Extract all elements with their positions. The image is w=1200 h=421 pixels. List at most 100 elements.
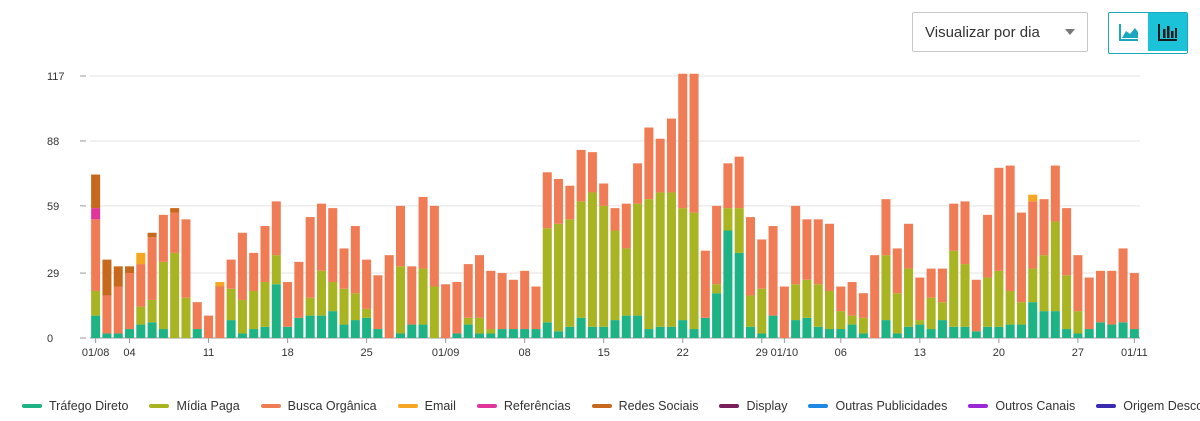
bar-segment[interactable]: [1005, 324, 1015, 338]
bar-segment[interactable]: [1095, 322, 1105, 338]
bar-segment[interactable]: [1050, 311, 1060, 338]
bar-segment[interactable]: [373, 275, 383, 330]
bar-segment[interactable]: [712, 284, 722, 294]
bar-segment[interactable]: [463, 324, 473, 338]
bar-segment[interactable]: [1050, 165, 1060, 222]
bar-segment[interactable]: [633, 203, 643, 316]
bar-segment[interactable]: [339, 324, 349, 338]
bar-segment[interactable]: [418, 324, 428, 338]
bar-segment[interactable]: [904, 326, 914, 338]
bar-segment[interactable]: [554, 331, 564, 338]
bar-segment[interactable]: [192, 329, 202, 338]
bar-segment[interactable]: [599, 326, 609, 338]
bar-segment[interactable]: [271, 284, 281, 338]
bar-segment[interactable]: [644, 127, 654, 200]
bar-segment[interactable]: [768, 315, 778, 338]
bar-segment[interactable]: [655, 192, 665, 327]
bar-segment[interactable]: [125, 273, 135, 330]
view-period-select[interactable]: Visualizar por dia: [912, 12, 1088, 52]
bar-segment[interactable]: [260, 226, 270, 283]
bar-segment[interactable]: [1107, 324, 1117, 338]
bar-segment[interactable]: [723, 208, 733, 231]
bar-segment[interactable]: [486, 329, 496, 334]
bar-segment[interactable]: [757, 239, 767, 289]
bar-segment[interactable]: [813, 219, 823, 285]
bar-segment[interactable]: [125, 266, 135, 274]
bar-segment[interactable]: [576, 201, 586, 318]
bar-segment[interactable]: [158, 261, 168, 330]
bar-segment[interactable]: [621, 203, 631, 249]
bar-segment[interactable]: [1039, 255, 1049, 312]
bar-segment[interactable]: [271, 255, 281, 285]
bar-segment[interactable]: [113, 266, 123, 287]
bar-segment[interactable]: [802, 279, 812, 318]
bar-segment[interactable]: [554, 179, 564, 224]
bar-segment[interactable]: [147, 237, 157, 300]
bar-segment[interactable]: [633, 163, 643, 204]
bar-segment[interactable]: [237, 299, 247, 334]
bar-segment[interactable]: [316, 270, 326, 316]
bar-segment[interactable]: [283, 326, 293, 338]
bar-segment[interactable]: [949, 326, 959, 338]
bar-segment[interactable]: [734, 252, 744, 338]
bar-segment[interactable]: [452, 282, 462, 334]
bar-segment[interactable]: [983, 214, 993, 278]
bar-segment[interactable]: [170, 252, 180, 338]
bar-segment[interactable]: [621, 315, 631, 338]
bar-segment[interactable]: [644, 199, 654, 330]
bar-segment[interactable]: [508, 329, 518, 338]
bar-segment[interactable]: [666, 326, 676, 338]
bar-segment[interactable]: [339, 248, 349, 289]
bar-segment[interactable]: [1028, 194, 1038, 202]
bar-segment[interactable]: [475, 333, 485, 338]
bar-segment[interactable]: [655, 138, 665, 193]
bar-segment[interactable]: [486, 333, 496, 338]
bar-segment[interactable]: [858, 293, 868, 318]
bar-segment[interactable]: [689, 329, 699, 338]
bar-segment[interactable]: [362, 259, 372, 309]
bar-segment[interactable]: [926, 297, 936, 330]
bar-segment[interactable]: [113, 333, 123, 338]
bar-segment[interactable]: [802, 317, 812, 338]
bar-segment[interactable]: [847, 315, 857, 325]
bar-segment[interactable]: [520, 329, 530, 338]
bar-segment[interactable]: [1073, 333, 1083, 338]
bar-segment[interactable]: [926, 329, 936, 338]
bar-segment[interactable]: [745, 295, 755, 327]
bar-segment[interactable]: [395, 266, 405, 334]
bar-segment[interactable]: [508, 279, 518, 330]
bar-segment[interactable]: [204, 315, 214, 338]
bar-segment[interactable]: [542, 322, 552, 338]
bar-segment[interactable]: [644, 329, 654, 338]
bar-segment[interactable]: [1039, 199, 1049, 256]
bar-segment[interactable]: [305, 217, 315, 298]
bar-segment[interactable]: [192, 302, 202, 330]
bar-segment[interactable]: [847, 324, 857, 338]
bar-segment[interactable]: [1016, 324, 1026, 338]
bar-segment[interactable]: [587, 192, 597, 327]
bar-segment[interactable]: [102, 333, 112, 338]
bar-segment[interactable]: [497, 273, 507, 330]
bar-segment[interactable]: [395, 333, 405, 338]
legend-item[interactable]: Display: [719, 399, 787, 413]
bar-segment[interactable]: [734, 208, 744, 253]
bar-segment[interactable]: [813, 284, 823, 327]
bar-segment[interactable]: [960, 201, 970, 265]
bar-segment[interactable]: [847, 282, 857, 316]
bar-segment[interactable]: [892, 333, 902, 338]
bar-segment[interactable]: [666, 192, 676, 327]
bar-segment[interactable]: [700, 317, 710, 338]
bar-segment[interactable]: [565, 326, 575, 338]
bar-segment[interactable]: [949, 250, 959, 327]
bar-segment[interactable]: [249, 252, 259, 291]
bar-segment[interactable]: [791, 205, 801, 285]
bar-segment[interactable]: [1016, 212, 1026, 303]
bar-segment[interactable]: [226, 288, 236, 321]
bar-segment[interactable]: [91, 219, 101, 291]
bar-segment[interactable]: [91, 315, 101, 338]
bar-segment[interactable]: [384, 255, 394, 338]
bar-segment[interactable]: [350, 293, 360, 321]
bar-segment[interactable]: [1129, 329, 1139, 338]
bar-segment[interactable]: [170, 208, 180, 213]
bar-segment[interactable]: [881, 199, 891, 256]
